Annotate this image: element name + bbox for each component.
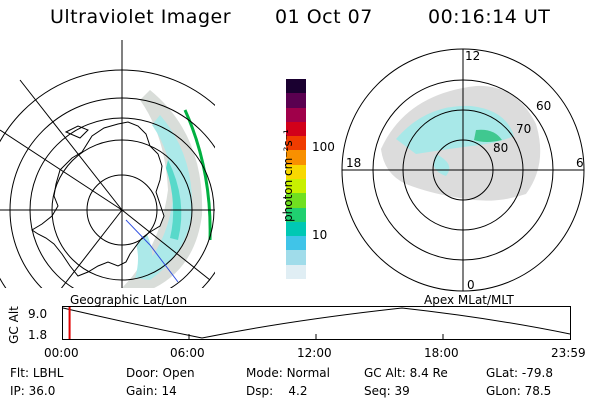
colorbar-band <box>286 164 306 179</box>
geographic-map <box>0 40 215 288</box>
colorbar-band <box>286 207 306 222</box>
info-gain: Gain: 14 <box>126 384 177 398</box>
dsp-value: 4.2 <box>288 384 308 398</box>
mlt-label-18: 18 <box>346 156 361 170</box>
colorbar-band <box>286 136 306 151</box>
polar-plot-label: Apex MLat/MLT <box>424 293 514 307</box>
timeline-ytop: 9.0 <box>28 307 48 321</box>
glat-value: -79.8 <box>521 366 553 380</box>
polar-aurora <box>381 85 541 201</box>
time-marker <box>68 307 71 339</box>
info-glon: GLon: 78.5 <box>486 384 552 398</box>
timeline-tick-2: 12:00 <box>297 346 332 360</box>
geo-map-label: Geographic Lat/Lon <box>70 293 188 307</box>
mlt-label-0: 0 <box>467 278 475 292</box>
altitude-curve <box>62 307 571 339</box>
colorbar-band <box>286 264 306 279</box>
lat-label-60: 60 <box>536 99 551 113</box>
colorbar-band <box>286 93 306 108</box>
swath-edge <box>183 109 212 241</box>
mlt-label-6: 6 <box>576 156 584 170</box>
timeline-plot <box>62 306 571 340</box>
info-door: Door: Open <box>126 366 195 380</box>
meridians <box>0 40 215 288</box>
gain-value: 14 <box>161 384 177 398</box>
colorbar-band <box>286 79 306 94</box>
timeline-tick-1: 06:00 <box>170 346 205 360</box>
door-value: Open <box>162 366 195 380</box>
polar-grid <box>341 48 585 292</box>
mlt-label-12: 12 <box>465 49 480 63</box>
info-mode: Mode: Normal <box>246 366 330 380</box>
colorbar-band <box>286 178 306 194</box>
colorbar <box>286 79 306 279</box>
timeline-ylabel: GC Alt <box>7 306 21 344</box>
timeline-tick-3: 18:00 <box>424 346 459 360</box>
colorbar-band <box>286 150 306 165</box>
timeline-ybottom: 1.8 <box>28 328 48 342</box>
antarctica-coastline <box>31 121 165 277</box>
colorbar-label: photon cm⁻²s⁻¹ <box>281 129 295 222</box>
mode-value: Normal <box>286 366 330 380</box>
lat-label-80: 80 <box>493 141 508 155</box>
flt-value: LBHL <box>32 366 64 380</box>
ip-value: 36.0 <box>28 384 56 398</box>
app-title: Ultraviolet Imager <box>50 6 232 28</box>
info-flt: Flt: LBHL <box>10 366 64 380</box>
glon-value: 78.5 <box>524 384 552 398</box>
info-seq: Seq: 39 <box>364 384 410 398</box>
colorbar-band <box>286 250 306 265</box>
date-label: 01 Oct 07 <box>275 6 373 28</box>
satellite-track <box>125 219 179 283</box>
info-dsp: Dsp: 4.2 <box>246 384 308 398</box>
info-ip: IP: 36.0 <box>10 384 56 398</box>
colorbar-band <box>286 236 306 251</box>
gcalt-value: 8.4 Re <box>409 366 448 380</box>
info-gcalt: GC Alt: 8.4 Re <box>364 366 448 380</box>
colorbar-tick-10: 10 <box>312 228 328 242</box>
colorbar-tick-100: 100 <box>312 140 335 154</box>
timeline-tick-4: 23:59 <box>551 346 586 360</box>
colorbar-band <box>286 221 306 237</box>
colorbar-band <box>286 121 306 137</box>
colorbar-band <box>286 107 306 122</box>
colorbar-band <box>286 193 306 208</box>
polar-plot: 12 18 6 0 60 70 80 <box>341 48 585 292</box>
info-glat: GLat: -79.8 <box>486 366 553 380</box>
lat-label-70: 70 <box>516 122 531 136</box>
time-label: 00:16:14 UT <box>428 6 551 28</box>
timeline-ticks <box>188 334 444 340</box>
seq-value: 39 <box>394 384 410 398</box>
timeline-tick-0: 00:00 <box>44 346 79 360</box>
